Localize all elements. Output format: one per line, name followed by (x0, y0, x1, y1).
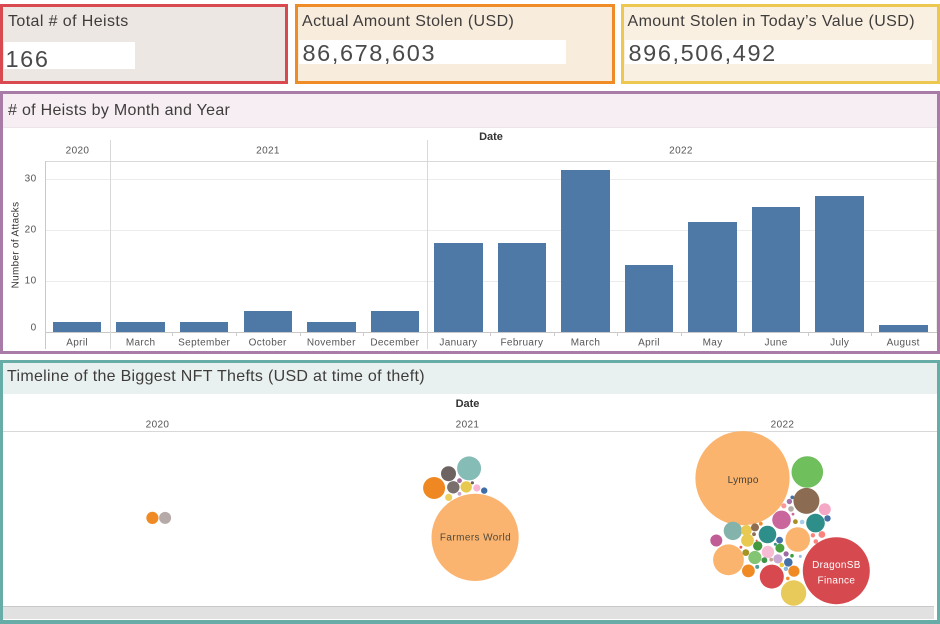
svg-text:Farmers World: Farmers World (440, 533, 511, 544)
svg-text:Finance: Finance (818, 575, 856, 586)
svg-text:Lympo: Lympo (728, 475, 759, 486)
svg-text:DragonSB: DragonSB (812, 560, 861, 571)
